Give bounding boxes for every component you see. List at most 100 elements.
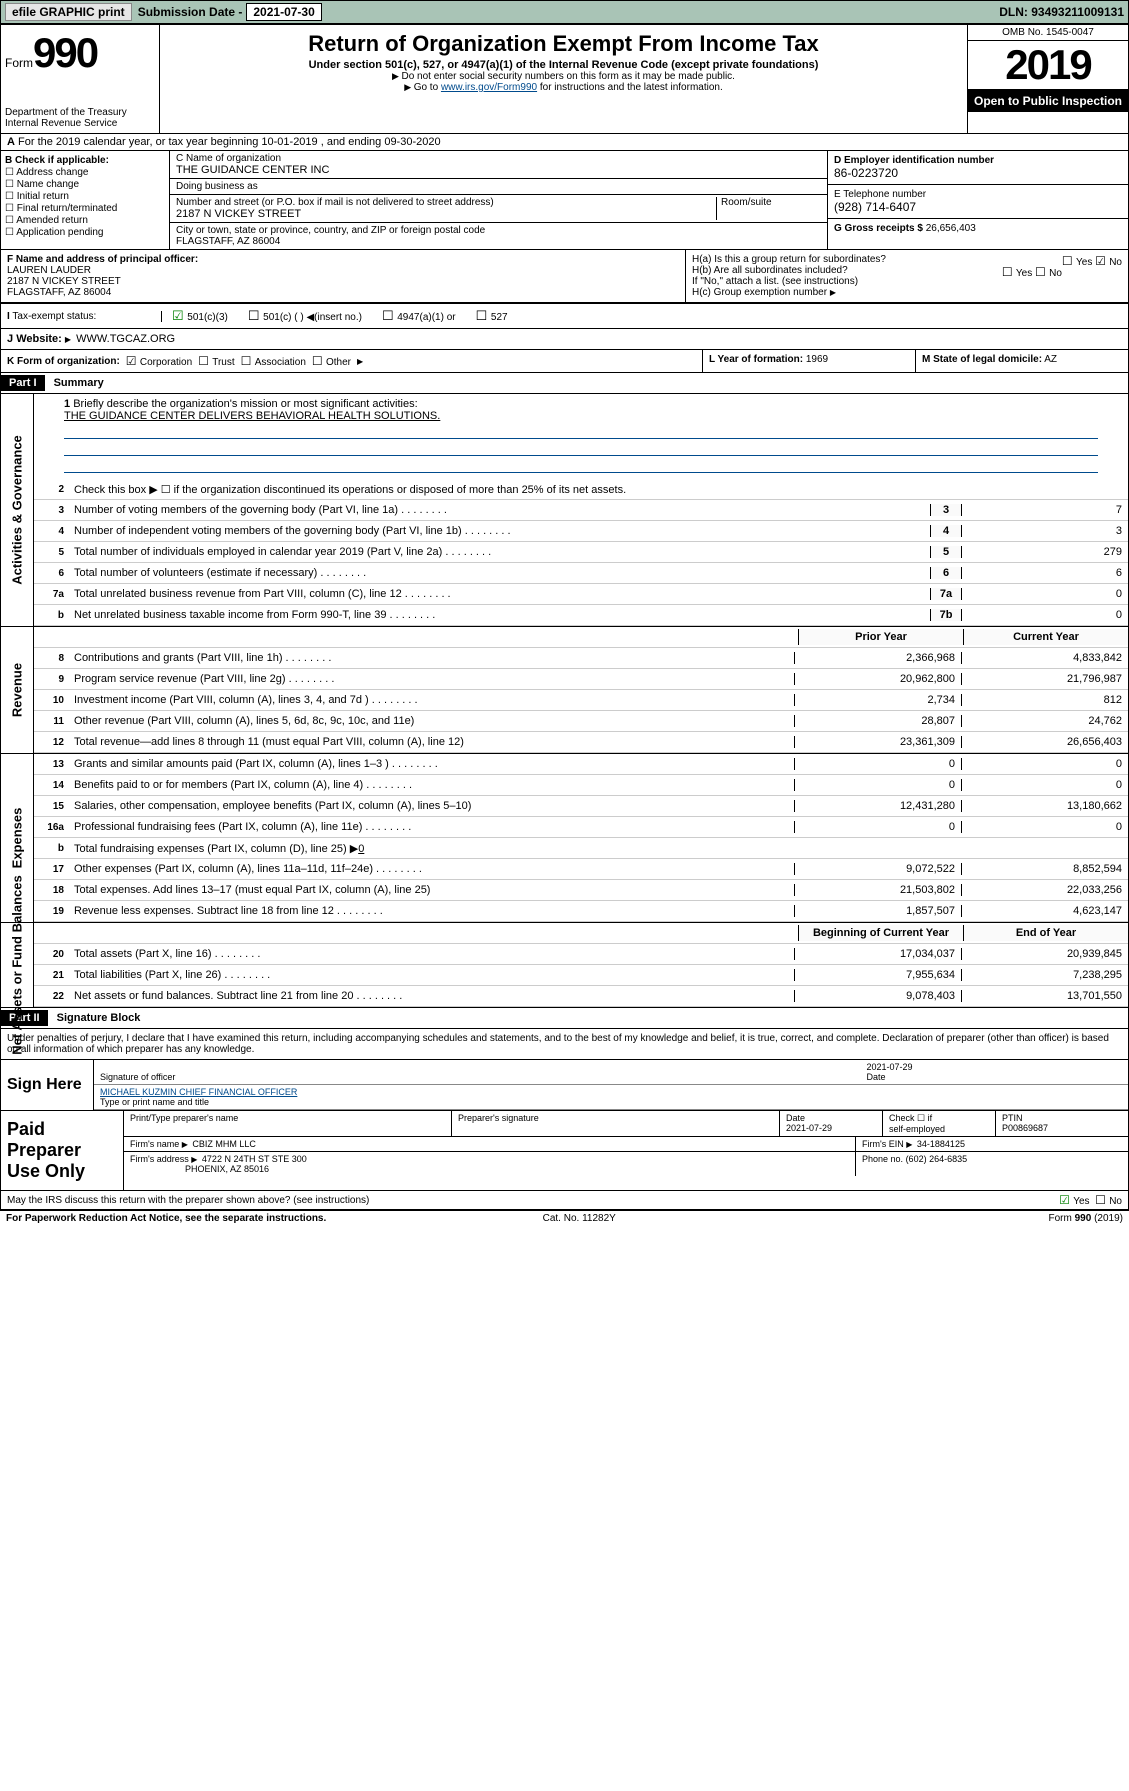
ein: 86-0223720	[834, 166, 898, 180]
ha-yes[interactable]: Yes	[1062, 257, 1092, 268]
cb-address-change[interactable]: Address change	[5, 167, 165, 178]
l3-val: 7	[962, 504, 1128, 516]
l8: Contributions and grants (Part VIII, lin…	[70, 650, 794, 666]
p13: 0	[794, 758, 961, 770]
l17: Other expenses (Part IX, column (A), lin…	[70, 861, 794, 877]
l1-desc: Briefly describe the organization's miss…	[73, 398, 417, 410]
hb-no[interactable]: No	[1035, 268, 1062, 279]
sign-here-label: Sign Here	[1, 1060, 94, 1110]
c14: 0	[961, 779, 1128, 791]
firm-addr2: PHOENIX, AZ 85016	[185, 1164, 269, 1174]
city-state-zip: FLAGSTAFF, AZ 86004	[176, 236, 280, 247]
hdr-end: End of Year	[963, 925, 1128, 941]
l4-val: 3	[962, 525, 1128, 537]
cb-final-return[interactable]: Final return/terminated	[5, 203, 165, 214]
te-label: Tax-exempt status:	[12, 311, 96, 322]
cb-application-pending[interactable]: Application pending	[5, 227, 165, 238]
cb-name-change[interactable]: Name change	[5, 179, 165, 190]
l12: Total revenue—add lines 8 through 11 (mu…	[70, 734, 794, 750]
pp-selfemp-b: self-employed	[889, 1124, 945, 1134]
cb-amended-return[interactable]: Amended return	[5, 215, 165, 226]
pp-date-hdr: Date	[786, 1113, 805, 1123]
row-a-period: A For the 2019 calendar year, or tax yea…	[1, 134, 1128, 151]
pra-notice: For Paperwork Reduction Act Notice, see …	[6, 1213, 326, 1224]
form-word: Form	[5, 56, 33, 70]
cb-initial-return[interactable]: Initial return	[5, 191, 165, 202]
part1-badge: Part I	[1, 375, 45, 391]
sig-officer-label: Signature of officer	[100, 1072, 175, 1082]
p17: 9,072,522	[794, 863, 961, 875]
l4-desc: Number of independent voting members of …	[70, 523, 930, 539]
c13: 0	[961, 758, 1128, 770]
l6-val: 6	[962, 567, 1128, 579]
te-527[interactable]: 527	[476, 308, 508, 324]
submission-date: 2021-07-30	[246, 3, 321, 21]
hdr-curr: Current Year	[963, 629, 1128, 645]
k-assoc[interactable]: Association	[241, 354, 306, 368]
discuss-yes[interactable]: Yes	[1059, 1196, 1089, 1207]
declaration-text: Under penalties of perjury, I declare th…	[1, 1029, 1128, 1060]
l-label: L Year of formation:	[709, 354, 803, 365]
website-label: Website:	[16, 333, 62, 345]
firm-addr-label: Firm's address	[130, 1154, 189, 1164]
k-corp[interactable]: Corporation	[126, 354, 192, 368]
p12: 23,361,309	[794, 736, 961, 748]
e20: 20,939,845	[961, 948, 1128, 960]
l-val: 1969	[806, 354, 828, 365]
ha-no[interactable]: No	[1095, 257, 1122, 268]
l2-desc: Check this box ▶ ☐ if the organization d…	[70, 481, 1128, 498]
pp-date: 2021-07-29	[786, 1123, 832, 1133]
k-other[interactable]: Other	[312, 354, 351, 368]
k-trust[interactable]: Trust	[198, 354, 235, 368]
c-label: C Name of organization	[176, 153, 821, 164]
sig-date: 2021-07-29	[867, 1062, 913, 1072]
open-to-public: Open to Public Inspection	[968, 90, 1128, 112]
vtab-netassets: Net Assets or Fund Balances	[1, 923, 34, 1007]
b21: 7,955,634	[794, 969, 961, 981]
e22: 13,701,550	[961, 990, 1128, 1002]
goto-note: Go to www.irs.gov/Form990 for instructio…	[164, 82, 963, 93]
hb-yes[interactable]: Yes	[1002, 268, 1032, 279]
efile-print-button[interactable]: efile GRAPHIC print	[5, 3, 132, 21]
paid-preparer-label: Paid Preparer Use Only	[1, 1111, 124, 1190]
form-container: Form 990 Department of the Treasury Inte…	[0, 24, 1129, 1211]
te-501c[interactable]: 501(c) ( ) ◀(insert no.)	[248, 308, 362, 324]
discuss-text: May the IRS discuss this return with the…	[7, 1195, 369, 1206]
p18: 21,503,802	[794, 884, 961, 896]
l5-val: 279	[962, 546, 1128, 558]
tax-year: 2019	[968, 41, 1128, 90]
te-4947[interactable]: 4947(a)(1) or	[382, 308, 456, 324]
officer-name: LAUREN LAUDER	[7, 265, 91, 276]
l9: Program service revenue (Part VIII, line…	[70, 671, 794, 687]
firm-ein-label: Firm's EIN	[862, 1139, 904, 1149]
k-label: K Form of organization:	[7, 356, 120, 367]
officer-name-link[interactable]: MICHAEL KUZMIN CHIEF FINANCIAL OFFICER	[100, 1087, 297, 1097]
firm-name: CBIZ MHM LLC	[192, 1139, 256, 1149]
pp-name-hdr: Print/Type preparer's name	[124, 1111, 452, 1136]
submission-date-label: Submission Date -	[138, 5, 243, 19]
c10: 812	[961, 694, 1128, 706]
room-label: Room/suite	[721, 197, 821, 208]
l6-desc: Total number of volunteers (estimate if …	[70, 565, 930, 581]
dln: DLN: 93493211009131	[999, 5, 1124, 19]
te-501c3[interactable]: 501(c)(3)	[172, 308, 228, 324]
l11: Other revenue (Part VIII, column (A), li…	[70, 713, 794, 729]
l16b: Total fundraising expenses (Part IX, col…	[70, 840, 794, 857]
p10: 2,734	[794, 694, 961, 706]
l13: Grants and similar amounts paid (Part IX…	[70, 756, 794, 772]
l7a-val: 0	[962, 588, 1128, 600]
cat-no: Cat. No. 11282Y	[543, 1213, 616, 1224]
l3-desc: Number of voting members of the governin…	[70, 502, 930, 518]
p8: 2,366,968	[794, 652, 961, 664]
irs-link[interactable]: www.irs.gov/Form990	[441, 82, 537, 93]
l20: Total assets (Part X, line 16)	[70, 946, 794, 962]
top-bar: efile GRAPHIC print Submission Date - 20…	[0, 0, 1129, 24]
c15: 13,180,662	[961, 800, 1128, 812]
gross-receipts: 26,656,403	[926, 223, 976, 234]
c18: 22,033,256	[961, 884, 1128, 896]
discuss-no[interactable]: No	[1095, 1196, 1122, 1207]
p14: 0	[794, 779, 961, 791]
col-b-checkboxes: B Check if applicable: Address change Na…	[1, 151, 170, 249]
vtab-revenue: Revenue	[1, 627, 34, 753]
l7b-val: 0	[962, 609, 1128, 621]
